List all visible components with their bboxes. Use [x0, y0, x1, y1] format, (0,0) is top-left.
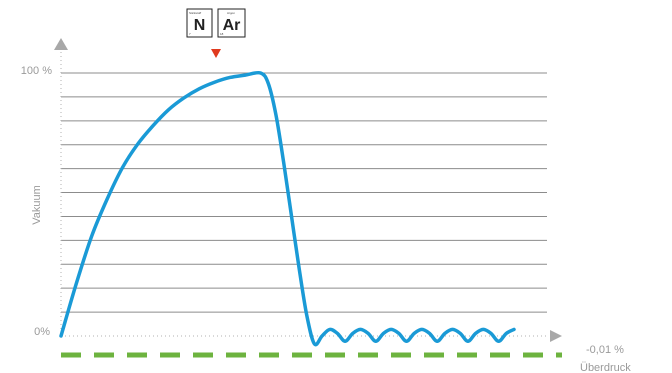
- element-name-nitrogen: Stickstoff: [189, 11, 201, 15]
- element-number-nitrogen: 7: [189, 32, 191, 36]
- y-axis-arrow-icon: [54, 38, 68, 50]
- series-line-vacuum: [59, 70, 516, 347]
- overpressure-value: -0,01 %: [586, 344, 624, 356]
- element-number-argon: 18: [220, 32, 224, 36]
- element-symbol-argon: Ar: [223, 17, 241, 34]
- x-axis-arrow-icon: [550, 330, 562, 342]
- gridlines: [61, 72, 547, 313]
- y-axis-label: Vakuum: [31, 185, 43, 225]
- y-tick-100: 100 %: [21, 65, 52, 77]
- element-tile-argon: Argon Ar 18: [217, 8, 246, 38]
- element-symbol-nitrogen: N: [194, 17, 206, 34]
- overpressure-caption: Überdruck: [580, 362, 631, 373]
- peak-marker-icon: [211, 49, 221, 58]
- y-tick-0: 0%: [34, 326, 50, 338]
- element-name-argon: Argon: [227, 11, 235, 15]
- element-tile-nitrogen: Stickstoff N 7: [186, 8, 213, 38]
